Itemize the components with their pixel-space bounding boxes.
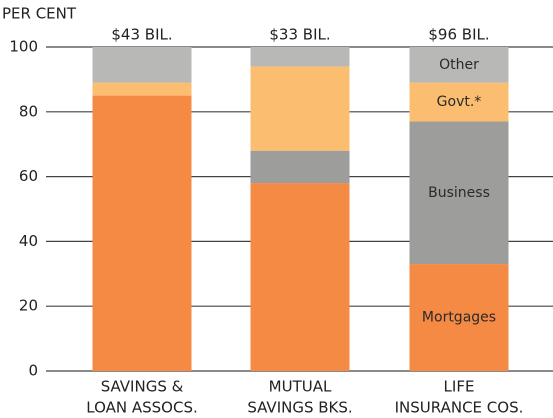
y-tick-label: 80 — [19, 102, 38, 120]
x-tick-label: LOAN ASSOCS. — [86, 399, 198, 417]
bar-segment — [92, 47, 192, 83]
y-tick-label: 100 — [9, 38, 38, 56]
bar-segment — [250, 66, 350, 151]
x-tick-label: INSURANCE COS. — [395, 399, 524, 417]
segment-label: Business — [428, 185, 490, 201]
bar-segment — [250, 47, 350, 67]
segment-label: Mortgages — [422, 310, 496, 326]
bar-segment — [409, 264, 509, 371]
y-tick-label: 0 — [28, 362, 38, 380]
y-tick-label: 20 — [19, 297, 38, 315]
bar-segment — [409, 82, 509, 122]
y-tick-label: 40 — [19, 232, 38, 250]
x-tick-label: LIFE — [444, 378, 475, 396]
bar-segment — [250, 150, 350, 184]
segment-label: Govt.* — [437, 94, 482, 110]
total-label: $33 BIL. — [269, 26, 330, 44]
bar-segment — [92, 82, 192, 96]
bar-segment — [409, 121, 509, 265]
segment-label: Other — [439, 57, 479, 73]
x-tick-label: MUTUAL — [269, 378, 332, 396]
bar-segment — [92, 95, 192, 371]
y-axis-label: PER CENT — [2, 5, 77, 23]
y-tick-label: 60 — [19, 167, 38, 185]
total-label: $43 BIL. — [111, 26, 172, 44]
total-label: $96 BIL. — [428, 26, 489, 44]
bar-segment — [250, 183, 350, 371]
x-tick-label: SAVINGS BKS. — [247, 399, 352, 417]
x-tick-label: SAVINGS & — [101, 378, 184, 396]
bar-segment — [409, 47, 509, 83]
